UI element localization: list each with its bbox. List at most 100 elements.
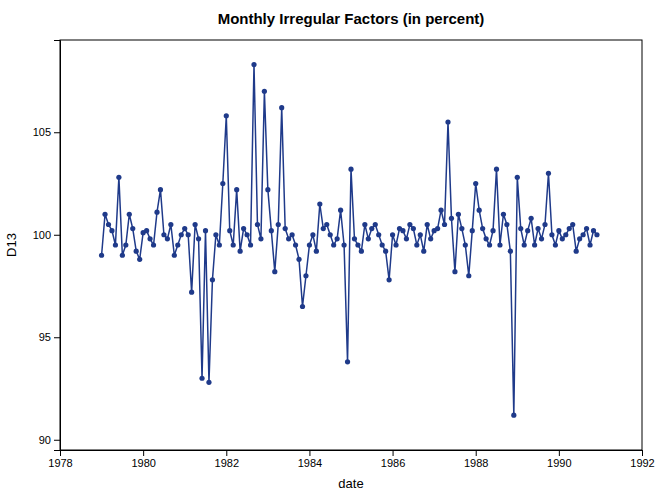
point — [203, 228, 208, 233]
point — [352, 236, 357, 241]
point — [418, 232, 423, 237]
point — [102, 212, 107, 217]
point — [414, 242, 419, 247]
point — [584, 226, 589, 231]
tick-mark — [393, 450, 394, 456]
point — [542, 222, 547, 227]
point — [255, 222, 260, 227]
tick-mark — [54, 440, 60, 441]
point — [341, 242, 346, 247]
point — [296, 257, 301, 262]
point — [556, 228, 561, 233]
point — [411, 226, 416, 231]
point — [494, 167, 499, 172]
tick-label: 1990 — [547, 457, 571, 469]
point — [504, 222, 509, 227]
point — [109, 228, 114, 233]
point — [241, 226, 246, 231]
tick-mark — [309, 450, 310, 456]
point — [546, 171, 551, 176]
tick-label: 1982 — [215, 457, 239, 469]
point — [463, 242, 468, 247]
point — [251, 62, 256, 67]
point — [210, 277, 215, 282]
point — [231, 242, 236, 247]
point — [265, 187, 270, 192]
point — [161, 232, 166, 237]
point — [224, 113, 229, 118]
point — [373, 222, 378, 227]
point — [359, 249, 364, 254]
tick-label: 105 — [33, 126, 51, 138]
point — [459, 226, 464, 231]
tick: 105 — [33, 126, 60, 138]
point — [560, 236, 565, 241]
point — [179, 232, 184, 237]
tick: 1992 — [630, 450, 654, 469]
tick: 90 — [39, 434, 60, 446]
point — [279, 105, 284, 110]
tick: 1980 — [131, 450, 155, 469]
x-axis-title: date — [338, 476, 363, 491]
tick-mark — [476, 450, 477, 456]
point — [497, 242, 502, 247]
point — [387, 277, 392, 282]
tick: 1986 — [381, 450, 405, 469]
tick-label: 90 — [39, 434, 51, 446]
point — [435, 226, 440, 231]
point — [182, 226, 187, 231]
tick: 1978 — [48, 450, 72, 469]
point — [442, 222, 447, 227]
point — [272, 269, 277, 274]
point — [490, 228, 495, 233]
point — [480, 226, 485, 231]
point — [348, 167, 353, 172]
tick-label: 1988 — [464, 457, 488, 469]
point — [539, 236, 544, 241]
point — [487, 242, 492, 247]
y-axis: 90 95 100 105 — [33, 41, 61, 451]
point — [244, 232, 249, 237]
point — [581, 232, 586, 237]
plot: 1978198019821984198619881990199290951001… — [33, 40, 655, 469]
tick: 100 — [33, 229, 60, 241]
tick: 1990 — [547, 450, 571, 469]
point — [317, 201, 322, 206]
point — [144, 228, 149, 233]
point — [314, 249, 319, 254]
point — [262, 89, 267, 94]
point — [151, 242, 156, 247]
tick-label: 95 — [39, 331, 51, 343]
point — [594, 232, 599, 237]
point — [189, 290, 194, 295]
point — [522, 242, 527, 247]
point — [99, 253, 104, 258]
tick-mark — [54, 337, 60, 338]
point — [570, 222, 575, 227]
point — [213, 232, 218, 237]
point — [535, 226, 540, 231]
point — [338, 208, 343, 213]
line — [102, 65, 597, 416]
point — [134, 249, 139, 254]
point — [428, 236, 433, 241]
point — [511, 413, 516, 418]
point — [574, 249, 579, 254]
tick-mark — [54, 235, 60, 236]
point — [186, 232, 191, 237]
point — [376, 232, 381, 237]
point — [380, 242, 385, 247]
point — [362, 222, 367, 227]
title: Monthly Irregular Factors (in percent) — [218, 10, 485, 27]
point — [345, 359, 350, 364]
point — [390, 232, 395, 237]
point — [137, 257, 142, 262]
point — [421, 249, 426, 254]
data-layer — [99, 62, 600, 418]
point — [407, 222, 412, 227]
point — [553, 242, 558, 247]
point — [445, 119, 450, 124]
tick-mark — [559, 450, 560, 456]
point — [525, 228, 530, 233]
point — [286, 236, 291, 241]
